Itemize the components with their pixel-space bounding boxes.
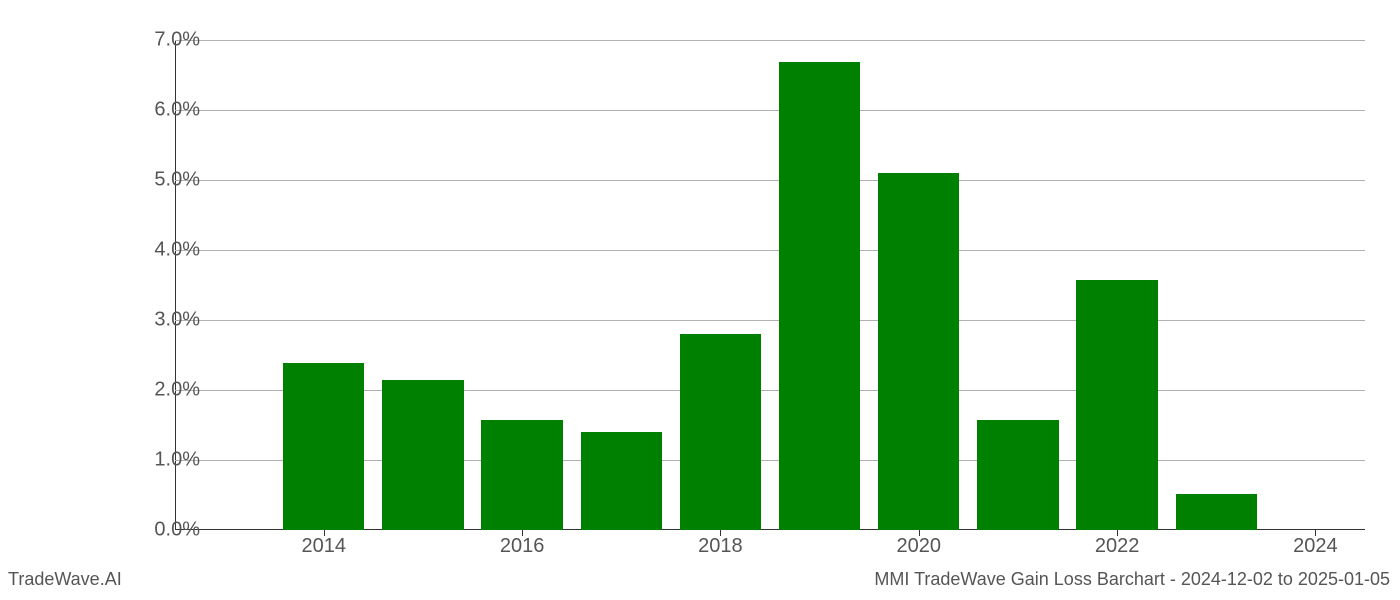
y-tick-label: 7.0%: [120, 29, 200, 52]
y-tick-label: 6.0%: [120, 99, 200, 122]
x-tick-label: 2020: [897, 535, 942, 558]
gridline: [175, 110, 1365, 111]
bar: [581, 432, 662, 530]
footer-left-label: TradeWave.AI: [8, 569, 122, 590]
bar: [779, 62, 860, 530]
bar: [382, 380, 463, 531]
x-tick-label: 2018: [698, 535, 743, 558]
chart-plot-area: [175, 40, 1365, 530]
y-tick-label: 0.0%: [120, 519, 200, 542]
bar: [1176, 494, 1257, 530]
bar: [977, 420, 1058, 530]
bar: [680, 334, 761, 530]
gridline: [175, 40, 1365, 41]
y-tick-label: 1.0%: [120, 449, 200, 472]
x-tick-mark: [324, 530, 325, 536]
x-tick-mark: [1117, 530, 1118, 536]
gridline: [175, 180, 1365, 181]
bar: [878, 173, 959, 530]
x-tick-mark: [919, 530, 920, 536]
x-tick-label: 2014: [302, 535, 347, 558]
bar: [1076, 280, 1157, 530]
x-tick-mark: [522, 530, 523, 536]
bar: [481, 420, 562, 530]
x-tick-mark: [1315, 530, 1316, 536]
bar: [283, 363, 364, 530]
footer-right-label: MMI TradeWave Gain Loss Barchart - 2024-…: [874, 569, 1390, 590]
y-tick-label: 4.0%: [120, 239, 200, 262]
x-tick-label: 2024: [1293, 535, 1338, 558]
y-tick-label: 5.0%: [120, 169, 200, 192]
x-tick-label: 2016: [500, 535, 545, 558]
gridline: [175, 320, 1365, 321]
x-tick-mark: [720, 530, 721, 536]
x-tick-label: 2022: [1095, 535, 1140, 558]
y-tick-label: 3.0%: [120, 309, 200, 332]
y-tick-label: 2.0%: [120, 379, 200, 402]
gridline: [175, 250, 1365, 251]
